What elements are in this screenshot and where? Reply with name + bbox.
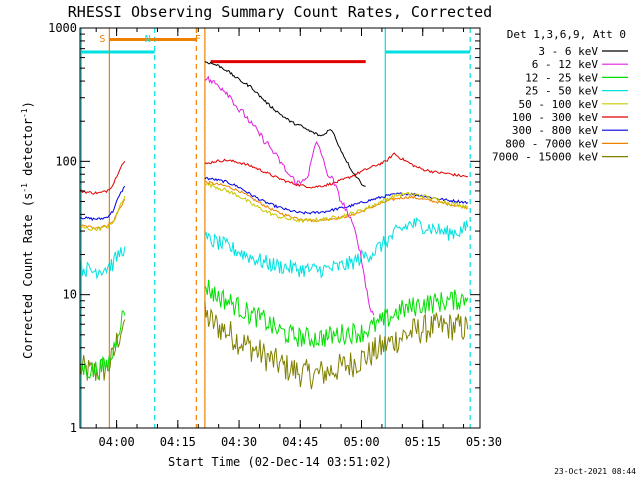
timestamp-stamp: 23-Oct-2021 08:44 bbox=[554, 467, 636, 476]
y-tick-label: 100 bbox=[55, 154, 77, 168]
x-tick-label: 04:15 bbox=[160, 435, 196, 449]
legend-label: 800 - 7000 keV bbox=[505, 137, 598, 150]
series-100-300-kev bbox=[80, 160, 126, 195]
series-100-300-kev-part2 bbox=[204, 152, 468, 189]
y-axis-ticks: 1 10 100 1000 bbox=[48, 21, 480, 435]
series-50-100-kev bbox=[80, 195, 126, 232]
x-axis-ticks: 04:00 04:15 04:30 04:45 05:00 05:15 05:30 bbox=[95, 28, 502, 449]
series-300-800-kev-part2 bbox=[204, 177, 469, 215]
legend-header: Det 1,3,6,9, Att 0 bbox=[507, 28, 626, 41]
series-300-800-kev bbox=[80, 185, 126, 221]
legend-label: 7000 - 15000 keV bbox=[492, 151, 598, 164]
x-tick-label: 04:45 bbox=[282, 435, 318, 449]
y-tick-label: 1000 bbox=[48, 21, 77, 35]
series-12-25-kev-part2 bbox=[204, 279, 469, 348]
series-25-50-kev-part2 bbox=[204, 217, 469, 279]
series-25-50-kev bbox=[80, 246, 126, 280]
series-12-25-kev bbox=[80, 310, 126, 382]
y-axis-label: Corrected Count Rate (s-1 detector-1) bbox=[20, 101, 35, 359]
legend-label: 100 - 300 keV bbox=[512, 111, 598, 124]
x-tick-label: 05:00 bbox=[343, 435, 379, 449]
marker-label-f: F bbox=[195, 34, 201, 45]
x-tick-label: 05:30 bbox=[466, 435, 502, 449]
x-tick-label: 04:30 bbox=[221, 435, 257, 449]
plot-frame bbox=[79, 27, 481, 429]
series-800-7000-kev bbox=[80, 198, 126, 230]
marker-label-n: N bbox=[145, 34, 151, 45]
svg-text:Corrected Count Rate (s-1 dete: Corrected Count Rate (s-1 detector-1) bbox=[20, 101, 35, 359]
series-layer bbox=[80, 28, 471, 428]
x-tick-label: 04:00 bbox=[99, 435, 135, 449]
series-7000-15000-kev bbox=[80, 319, 126, 381]
y-tick-label: 10 bbox=[63, 288, 77, 302]
legend-label: 25 - 50 keV bbox=[525, 85, 598, 98]
chart-title: RHESSI Observing Summary Count Rates, Co… bbox=[68, 3, 492, 21]
legend-label: 12 - 25 keV bbox=[525, 71, 598, 84]
series-3-6-kev bbox=[204, 61, 366, 187]
legend-label: 3 - 6 keV bbox=[538, 45, 598, 58]
x-tick-label: 05:15 bbox=[405, 435, 441, 449]
marker-label-s: S bbox=[99, 34, 105, 45]
y-tick-label: 1 bbox=[70, 421, 77, 435]
legend-label: 300 - 800 keV bbox=[512, 124, 598, 137]
x-axis-label: Start Time (02-Dec-14 03:51:02) bbox=[168, 455, 392, 469]
series-50-100-kev-part2 bbox=[204, 182, 468, 224]
series-6-12-kev bbox=[204, 75, 375, 316]
legend-label: 50 - 100 keV bbox=[519, 98, 599, 111]
series-7000-15000-kev-part2 bbox=[204, 301, 469, 390]
legend-label: 6 - 12 keV bbox=[532, 58, 599, 71]
series-800-7000-kev-part2 bbox=[204, 180, 469, 223]
